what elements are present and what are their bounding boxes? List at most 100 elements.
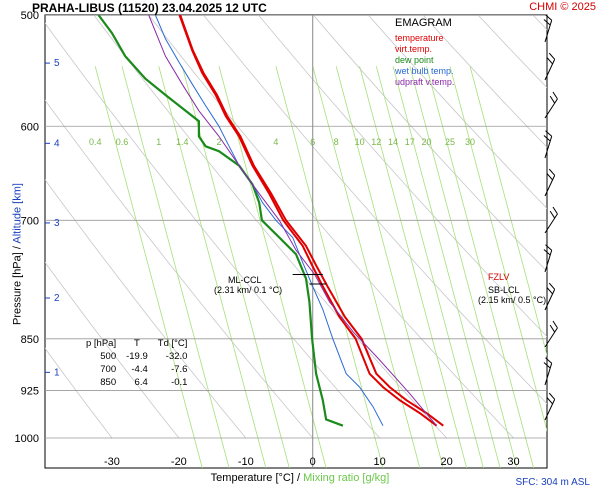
pressure-tick-label: 500 (21, 10, 39, 22)
mixing-ratio-line (359, 66, 468, 468)
temp-tick-label: 0 (310, 456, 316, 468)
pressure-tick-label: 600 (21, 121, 39, 133)
altitude-tick-label: 1 (54, 367, 60, 378)
sounding-table: p [hPa] T Td [°C] 500 -19.9 -32.0 700 -4… (80, 336, 193, 390)
surface-elevation: SFC: 304 m ASL (515, 477, 590, 488)
dry-adiabat (45, 179, 247, 439)
y-axis-label-sep: / (11, 246, 24, 250)
mixing-ratio-label: 20 (422, 137, 432, 147)
mixing-ratio-label: 6 (310, 137, 315, 147)
wind-barb (543, 14, 553, 43)
altitude-tick-label: 5 (54, 58, 60, 69)
mixing-ratio-label: 25 (445, 137, 455, 147)
legend-item-wet-bulb: wet bulb temp. (395, 66, 454, 76)
mixing-ratio-label: 1.4 (176, 137, 189, 147)
legend-item-temperature: temperature (395, 33, 444, 43)
table-cell: 6.4 (134, 377, 148, 388)
pressure-tick-label: 1000 (15, 433, 39, 445)
chart-title: PRAHA-LIBUS (11520) 23.04.2025 12 UTC (32, 1, 267, 15)
legend-item-updraft: udpraft v.temp. (395, 77, 455, 87)
x-axis-label: Temperature [°C] / Mixing ratio [g/kg] (0, 472, 600, 484)
dry-adiabat (588, 15, 600, 438)
dry-adiabat (45, 99, 314, 439)
wind-barb (544, 52, 556, 81)
dry-adiabat (45, 22, 380, 439)
ml-ccl-detail: (2.31 km/ 0.1 °C) (214, 285, 283, 295)
dry-adiabat (258, 15, 547, 338)
dry-adiabat (367, 15, 547, 209)
mixing-ratio-label: 2 (217, 137, 222, 147)
wind-barb (544, 320, 558, 348)
fzlv-label: FZLV (488, 272, 510, 282)
dry-adiabat (203, 15, 547, 405)
series-line-3 (154, 15, 384, 426)
altitude-tick-label: 3 (54, 218, 60, 229)
mixing-ratio-label: 14 (388, 137, 398, 147)
table-cell: -32.0 (165, 351, 188, 362)
mixing-ratio-label: 0.6 (116, 137, 129, 147)
mixing-ratio-label: 1 (156, 137, 161, 147)
legend-item-dew-point: dew point (395, 55, 434, 65)
wind-barb (543, 244, 553, 273)
temp-tick-label: 10 (374, 456, 386, 468)
temp-tick-label: 20 (440, 456, 452, 468)
y-axis-label-altitude: Altitude [km] (11, 183, 24, 244)
mixing-ratio-line (409, 66, 518, 468)
mixing-ratio-line (94, 66, 203, 468)
y-axis-label-pressure: Pressure [hPa] (11, 252, 24, 325)
series-line-1 (179, 15, 444, 427)
mixing-ratio-line (181, 66, 290, 468)
ml-ccl-label: ML-CCL (228, 275, 262, 285)
mixing-ratio-label: 30 (465, 137, 475, 147)
legend-title: EMAGRAM (395, 17, 452, 29)
altitude-tick-label: 2 (54, 293, 60, 304)
mixing-ratio-label: 12 (371, 137, 381, 147)
wind-barb (544, 206, 558, 234)
mixing-ratio-line (392, 66, 501, 468)
table-header: Td [°C] (157, 338, 188, 349)
mixing-ratio-line (469, 66, 547, 357)
wind-barb (544, 91, 558, 119)
wind-barb (544, 392, 556, 421)
mixing-ratio-label: 4 (273, 137, 278, 147)
x-axis-label-mix: Mixing ratio [g/kg] (303, 472, 390, 484)
pressure-tick-label: 925 (21, 385, 39, 397)
dry-adiabat (45, 347, 113, 439)
y-axis-label: Pressure [hPa] / Altitude [km] (12, 167, 24, 342)
table-cell: 850 (100, 377, 117, 388)
table-cell: 700 (100, 364, 117, 375)
wind-barb (543, 357, 553, 386)
mixing-ratio-label: 0.4 (89, 137, 102, 147)
pressure-tick-label: 700 (21, 215, 39, 227)
dry-adiabat (45, 261, 180, 439)
table-cell: -7.6 (171, 364, 188, 375)
mixing-ratio-label: 10 (355, 137, 365, 147)
series-line-4 (148, 15, 437, 427)
mixing-ratio-label: 17 (405, 137, 415, 147)
x-axis-label-sep: / (297, 472, 301, 484)
table-row: 500 -19.9 -32.0 (82, 351, 191, 362)
wind-barb (544, 282, 556, 311)
sb-lcl-detail: (2.15 km/ 0.5 °C) (478, 295, 547, 305)
temp-tick-label: -30 (104, 456, 120, 468)
mixing-ratio-line (449, 66, 547, 432)
wind-barb (543, 130, 553, 159)
table-cell: 500 (100, 351, 117, 362)
table-row: 850 6.4 -0.1 (82, 377, 191, 388)
legend: EMAGRAM temperature virt.temp. dew point… (395, 18, 454, 88)
plot-frame (44, 14, 548, 469)
temp-tick-label: -20 (171, 456, 187, 468)
table-cell: -0.1 (171, 377, 188, 388)
dry-adiabat (93, 15, 447, 439)
table-cell: -4.4 (131, 364, 148, 375)
mixing-ratio-line (158, 66, 267, 468)
dry-adiabat (312, 15, 547, 273)
pressure-tick-label: 850 (21, 334, 39, 346)
table-row: 700 -4.4 -7.6 (82, 364, 191, 375)
mixing-ratio-line (121, 66, 230, 468)
table-header: T (134, 338, 140, 349)
table-header: p [hPa] (86, 338, 117, 349)
sb-lcl-label: SB-LCL (488, 285, 520, 295)
series-line-0 (178, 15, 438, 427)
